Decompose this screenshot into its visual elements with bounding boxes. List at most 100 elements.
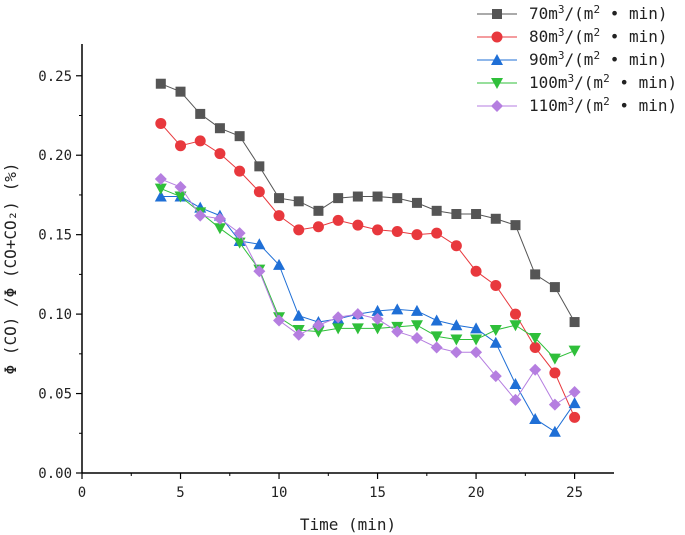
data-point: [352, 219, 364, 231]
y-tick-label: 0.25: [38, 69, 72, 85]
legend-item: 80m3/(m2 • min): [477, 26, 668, 47]
data-point: [450, 346, 463, 359]
data-point: [195, 108, 206, 119]
data-point: [489, 336, 502, 348]
data-point: [351, 308, 364, 321]
legend-superscript: 2: [593, 26, 600, 39]
data-point: [549, 282, 560, 293]
legend-superscript: 3: [558, 49, 565, 62]
series-line: [160, 123, 576, 418]
legend-superscript: 3: [568, 72, 575, 85]
series-line: [160, 188, 575, 360]
data-point: [253, 238, 266, 250]
legend-marker: [491, 54, 503, 65]
data-point: [234, 165, 246, 177]
x-tick-label: 5: [176, 485, 184, 501]
series-line: [160, 83, 576, 323]
data-point: [273, 258, 286, 270]
data-point: [391, 225, 403, 237]
legend-text: 80m: [529, 27, 558, 46]
data-point: [154, 190, 167, 202]
data-point: [313, 205, 324, 216]
data-point: [430, 341, 443, 354]
data-point: [174, 191, 187, 203]
y-tick-label: 0.05: [38, 387, 72, 403]
data-point: [253, 186, 265, 198]
data-point: [568, 345, 581, 357]
data-point: [351, 323, 364, 335]
data-point: [530, 269, 541, 280]
x-tick-label: 0: [78, 485, 86, 501]
data-point: [470, 346, 483, 359]
data-point: [450, 334, 463, 346]
y-tick-label: 0.20: [38, 148, 72, 164]
legend-text: • min): [610, 96, 677, 115]
legend-text: /(m: [565, 4, 594, 23]
data-point: [509, 378, 522, 390]
data-point: [568, 385, 581, 398]
data-point: [411, 229, 423, 241]
data-point: [509, 320, 522, 332]
data-point: [470, 334, 483, 346]
legend-marker: [491, 100, 503, 112]
x-tick-label: 10: [271, 485, 288, 501]
y-tick-label: 0.15: [38, 228, 72, 244]
legend-item: 70m3/(m2 • min): [477, 3, 668, 24]
data-point: [529, 332, 542, 344]
series-line: [160, 178, 575, 406]
data-point: [372, 224, 384, 236]
legend-text: /(m: [574, 73, 603, 92]
data-point: [548, 398, 561, 411]
data-point: [510, 220, 521, 231]
data-point: [548, 353, 561, 365]
data-point: [372, 191, 383, 202]
data-point: [451, 209, 462, 220]
data-point: [489, 370, 502, 383]
data-point: [274, 193, 285, 204]
legend-superscript: 2: [603, 72, 610, 85]
data-point: [391, 303, 404, 315]
data-point: [430, 314, 443, 326]
data-point: [392, 193, 403, 204]
x-tick-label: 25: [566, 485, 583, 501]
series-layer: [154, 78, 581, 437]
data-point: [292, 328, 305, 341]
legend-superscript: 3: [568, 95, 575, 108]
legend-text: /(m: [565, 50, 594, 69]
legend-superscript: 3: [558, 3, 565, 16]
x-axis-title: Time (min): [300, 515, 396, 534]
data-point: [371, 323, 384, 335]
legend-item: 90m3/(m2 • min): [477, 49, 668, 70]
legend-label: 80m3/(m2 • min): [529, 26, 668, 47]
data-point: [175, 86, 186, 97]
y-tick-label: 0.00: [38, 466, 72, 482]
data-point: [332, 323, 345, 335]
legend-text: 70m: [529, 4, 558, 23]
data-point: [411, 197, 422, 208]
data-point: [312, 319, 325, 332]
data-point: [509, 393, 522, 406]
data-point: [410, 304, 423, 316]
legend-label: 90m3/(m2 • min): [529, 49, 668, 70]
data-point: [213, 212, 226, 225]
legend-superscript: 2: [593, 3, 600, 16]
data-point: [213, 223, 226, 235]
data-point: [253, 265, 266, 278]
data-point: [194, 135, 206, 147]
legend-superscript: 3: [558, 26, 565, 39]
series-1: [155, 78, 580, 328]
series-2: [155, 117, 581, 423]
data-point: [490, 213, 501, 224]
data-point: [529, 341, 541, 353]
data-point: [371, 312, 384, 325]
data-point: [548, 425, 561, 437]
x-tick-label: 20: [468, 485, 485, 501]
data-point: [410, 331, 423, 344]
legend-label: 70m3/(m2 • min): [529, 3, 668, 24]
data-point: [292, 309, 305, 321]
data-point: [273, 210, 285, 222]
legend-marker: [491, 78, 503, 89]
y-axis-title: Φ (CO) /Φ (CO+CO₂) (%): [1, 163, 20, 375]
data-point: [410, 320, 423, 332]
